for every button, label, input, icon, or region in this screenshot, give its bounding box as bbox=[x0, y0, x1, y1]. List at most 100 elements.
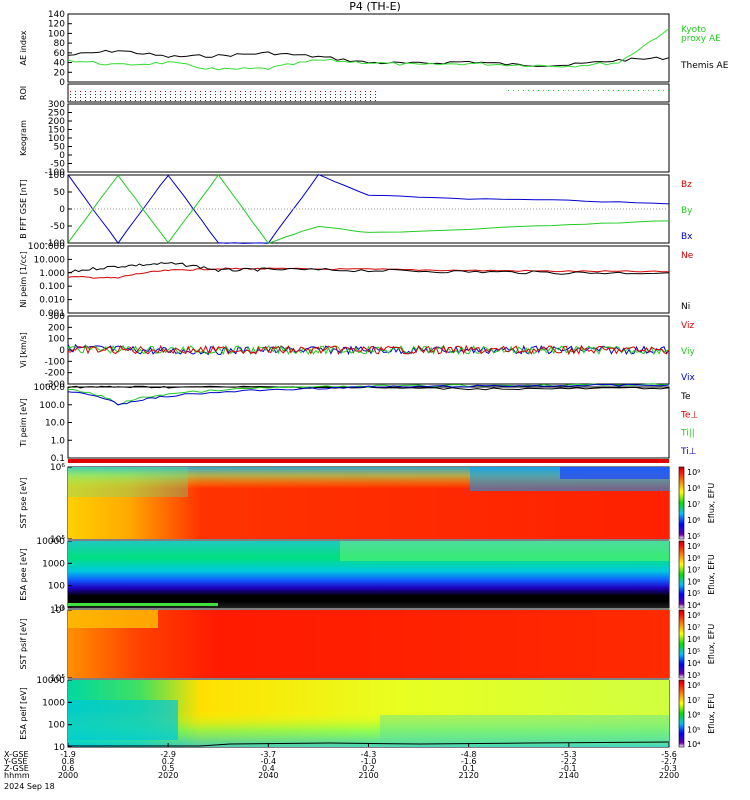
ytick-label: 100 bbox=[48, 335, 65, 345]
ytick-label: 100.000 bbox=[28, 242, 65, 252]
panel-frame-ae bbox=[67, 13, 670, 83]
xtick-label: -2.2 bbox=[561, 757, 577, 766]
roi-dot bbox=[90, 100, 91, 101]
roi-dot bbox=[270, 100, 271, 101]
roi-dot bbox=[320, 97, 321, 98]
roi-dot bbox=[295, 100, 296, 101]
roi-dot bbox=[523, 90, 524, 91]
roi-dot bbox=[95, 100, 96, 101]
roi-dot bbox=[315, 100, 316, 101]
roi-dot bbox=[190, 97, 191, 98]
roi-dot bbox=[70, 97, 71, 98]
ytick-label: 100 bbox=[48, 134, 65, 144]
ytick-label: 0 bbox=[59, 151, 65, 161]
esa-electron-spectrogram bbox=[68, 541, 669, 608]
roi-dot bbox=[175, 97, 176, 98]
xtick-label: -5.3 bbox=[561, 750, 577, 759]
roi-dot bbox=[170, 100, 171, 101]
ylabel-esa_e: ESA pee [eV] bbox=[19, 548, 28, 600]
roi-dot bbox=[573, 90, 574, 91]
colorbar-tick: 10⁵ bbox=[687, 725, 700, 734]
roi-dot bbox=[255, 100, 256, 101]
roi-dot bbox=[265, 91, 266, 92]
colorbar-tick: 10⁸ bbox=[687, 611, 700, 620]
roi-dot bbox=[370, 91, 371, 92]
roi-dot bbox=[150, 91, 151, 92]
roi-dot bbox=[255, 97, 256, 98]
legend-ae: proxy AE bbox=[681, 34, 721, 44]
roi-dot bbox=[548, 90, 549, 91]
xtick-label: -0.1 bbox=[561, 764, 577, 773]
roi-dot bbox=[145, 91, 146, 92]
roi-dot bbox=[295, 91, 296, 92]
roi-dot bbox=[100, 94, 101, 95]
ytick-label: 40 bbox=[54, 59, 66, 69]
legend-ni: Ni bbox=[681, 302, 690, 312]
roi-dot bbox=[95, 91, 96, 92]
roi-dot bbox=[85, 94, 86, 95]
roi-dot bbox=[598, 90, 599, 91]
roi-dot bbox=[80, 91, 81, 92]
roi-dot bbox=[588, 90, 589, 91]
roi-dot bbox=[628, 90, 629, 91]
roi-dot bbox=[245, 91, 246, 92]
roi-dot bbox=[310, 97, 311, 98]
series-line bbox=[67, 267, 669, 279]
colorbar-esa_i bbox=[678, 679, 685, 748]
roi-dot bbox=[370, 100, 371, 101]
ylabel-ae: AE index bbox=[19, 30, 28, 65]
roi-dot bbox=[210, 94, 211, 95]
sst-electron-spectrogram bbox=[68, 467, 669, 539]
roi-dot bbox=[320, 100, 321, 101]
ylabel-vi: Vi [km/s] bbox=[19, 332, 28, 368]
roi-dot bbox=[215, 97, 216, 98]
roi-dot bbox=[340, 94, 341, 95]
roi-dot bbox=[200, 94, 201, 95]
roi-dot bbox=[180, 97, 181, 98]
ytick-label: 10⁵ bbox=[50, 535, 65, 545]
ytick-label: -50 bbox=[50, 160, 65, 170]
roi-dot bbox=[335, 100, 336, 101]
ytick-label: -300 bbox=[45, 380, 66, 390]
roi-dot bbox=[285, 97, 286, 98]
roi-dot bbox=[140, 91, 141, 92]
roi-dot bbox=[240, 91, 241, 92]
xtick-label: -2.9 bbox=[160, 750, 176, 759]
xtick-label: 2040 bbox=[258, 771, 278, 780]
roi-dot bbox=[375, 91, 376, 92]
roi-dot bbox=[100, 100, 101, 101]
ytick-label: 10⁶ bbox=[50, 463, 65, 473]
roi-dot bbox=[250, 97, 251, 98]
roi-dot bbox=[290, 91, 291, 92]
roi-dot bbox=[125, 94, 126, 95]
series-line bbox=[67, 49, 670, 67]
colorbar-tick: 10⁸ bbox=[687, 484, 700, 493]
roi-dot bbox=[175, 100, 176, 101]
ytick-label: 1000 bbox=[42, 559, 65, 569]
roi-dot bbox=[563, 90, 564, 91]
temperature-plot bbox=[67, 383, 670, 406]
roi-dot bbox=[185, 94, 186, 95]
roi-dot bbox=[110, 97, 111, 98]
roi-dot bbox=[275, 91, 276, 92]
xtick-label: -1.6 bbox=[461, 757, 477, 766]
roi-dot bbox=[215, 91, 216, 92]
roi-dot bbox=[310, 94, 311, 95]
roi-dot bbox=[105, 100, 106, 101]
ytick-label: 10 bbox=[54, 604, 66, 614]
roi-dot bbox=[190, 91, 191, 92]
xtick-label: 2000 bbox=[58, 771, 78, 780]
roi-dot bbox=[240, 94, 241, 95]
roi-dot bbox=[155, 97, 156, 98]
roi-dot bbox=[340, 91, 341, 92]
roi-dot bbox=[140, 97, 141, 98]
roi-dot bbox=[220, 97, 221, 98]
roi-dot bbox=[355, 94, 356, 95]
legend-bfft: Bz bbox=[681, 180, 692, 190]
xtick-label: -0.4 bbox=[261, 757, 277, 766]
roi-dot bbox=[115, 97, 116, 98]
colorbar-tick: 10⁸ bbox=[687, 554, 700, 563]
ytick-label: 100 bbox=[48, 171, 65, 181]
roi-dot bbox=[160, 100, 161, 101]
roi-dot bbox=[275, 94, 276, 95]
